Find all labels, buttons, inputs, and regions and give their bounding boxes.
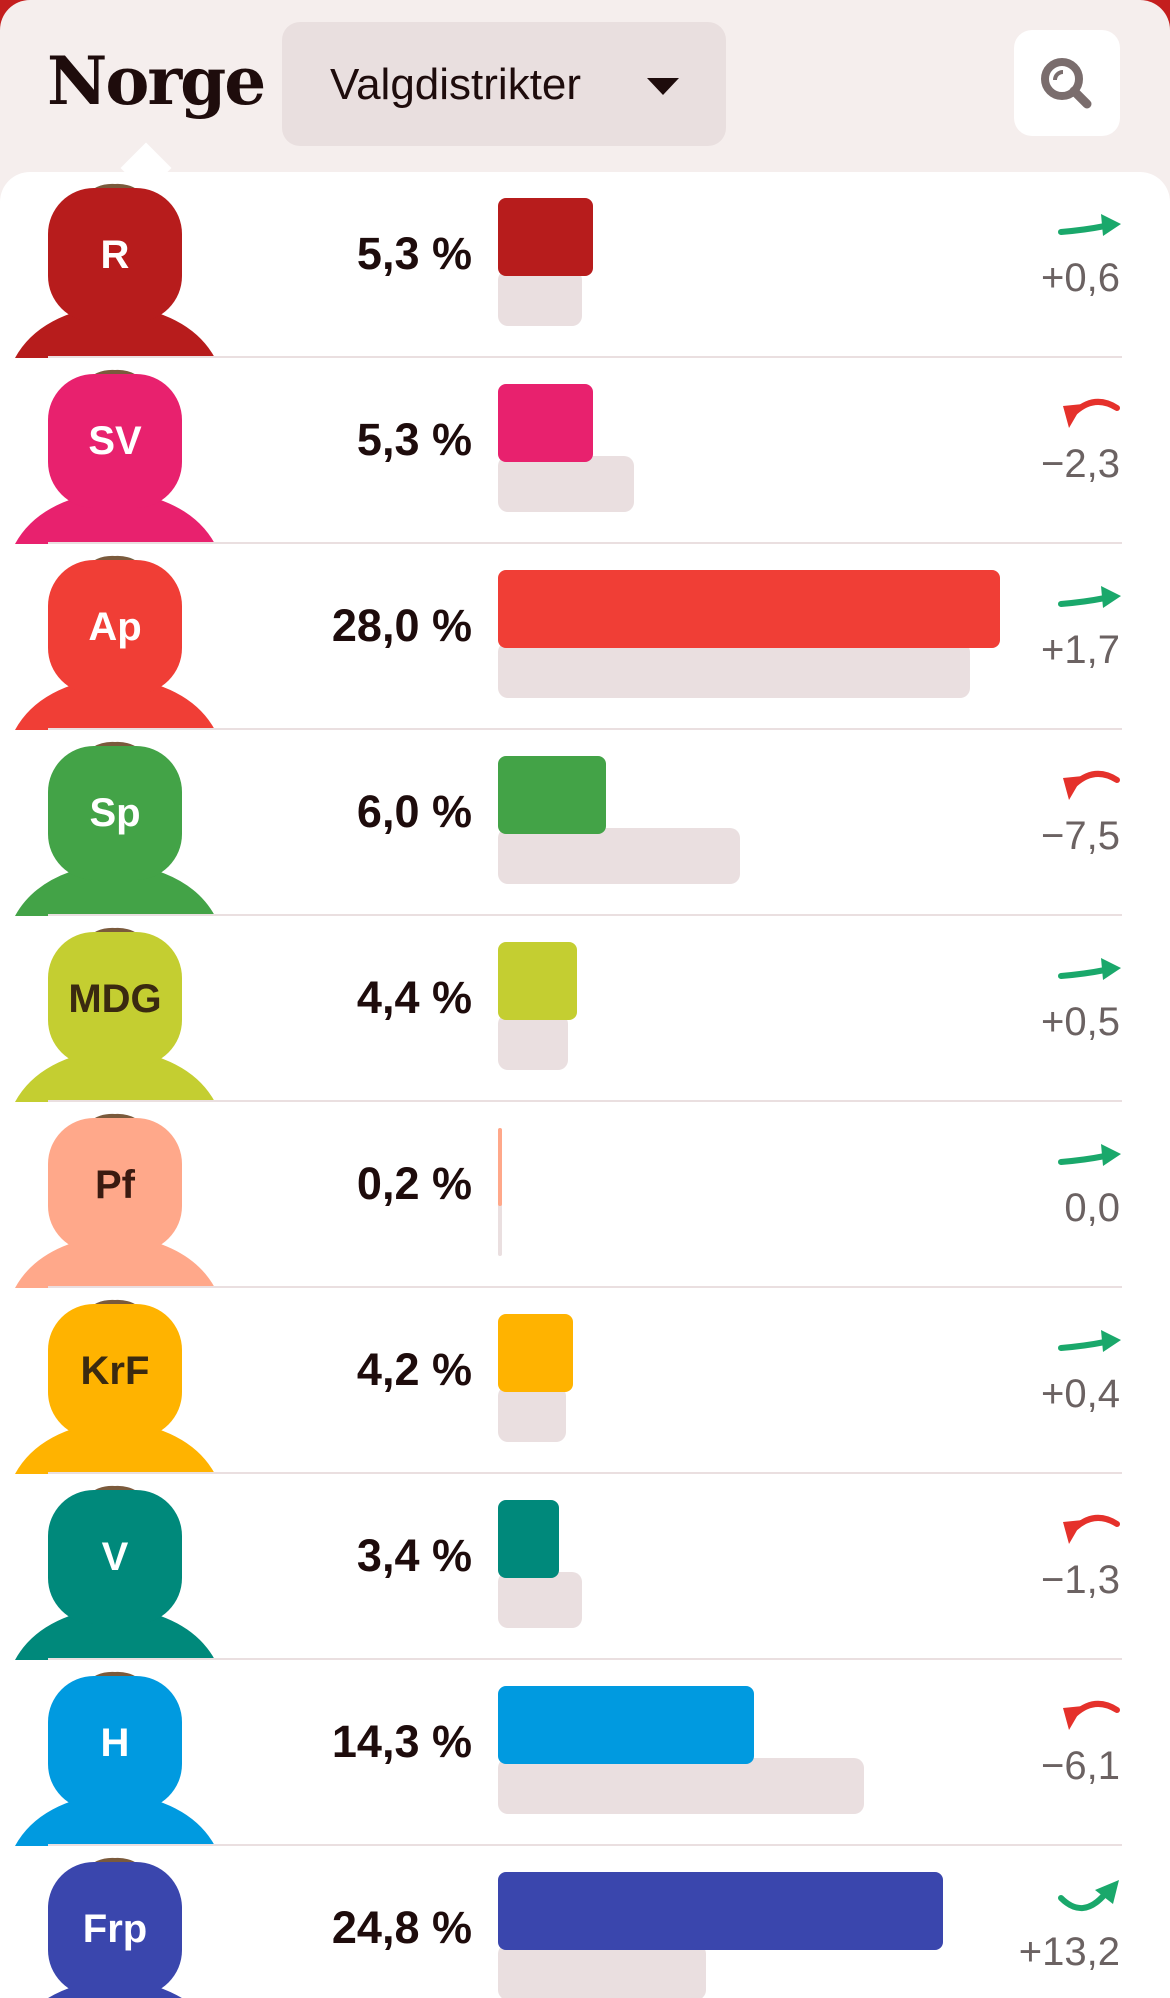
party-badge: Pf (48, 1118, 182, 1252)
previous-result-bar (498, 270, 583, 326)
trend-indicator (1055, 202, 1125, 257)
party-row[interactable]: KrF 4,2 % +0,4 (0, 1288, 1170, 1474)
row-divider (48, 728, 1122, 730)
change-label: +13,2 (1018, 1930, 1120, 1974)
trend-indicator (1055, 946, 1125, 1001)
current-result-bar (498, 942, 577, 1020)
previous-result-bar (498, 456, 635, 512)
row-divider (48, 1286, 1122, 1288)
vote-share-label: 4,2 % (356, 1344, 472, 1395)
change-label: −6,1 (1041, 1744, 1120, 1788)
trend-indicator (1055, 760, 1125, 815)
party-row[interactable]: SV 5,3 % −2,3 (0, 358, 1170, 544)
previous-result-bar (498, 1014, 568, 1070)
arrow-flat-up-icon (1058, 586, 1121, 608)
current-result-bar (498, 756, 606, 834)
party-badge: KrF (48, 1304, 182, 1438)
arrow-flat-up-icon (1058, 1330, 1121, 1352)
party-badge: H (48, 1676, 182, 1810)
change-label: −7,5 (1041, 814, 1120, 858)
vote-share-label: 28,0 % (331, 600, 472, 651)
results-list: R 5,3 % +0,6 SV 5,3 % −2,3 Ap 28,0 % +1,7 Sp 6,0 %… (0, 172, 1170, 1998)
caret-down-icon (647, 78, 679, 95)
party-row[interactable]: R 5,3 % +0,6 (0, 172, 1170, 358)
vote-share-label: 4,4 % (356, 972, 472, 1023)
previous-result-bar (498, 1944, 706, 1998)
party-badge: Sp (48, 746, 182, 880)
party-row[interactable]: V 3,4 % −1,3 (0, 1474, 1170, 1660)
current-result-bar (498, 1872, 943, 1950)
arrow-curve-up-icon (1058, 1880, 1119, 1911)
row-divider (48, 1844, 1122, 1846)
district-dropdown[interactable]: Valgdistrikter (282, 22, 726, 146)
trend-indicator (1055, 1876, 1125, 1931)
vote-share-label: 5,3 % (356, 228, 472, 279)
change-label: +0,4 (1041, 1372, 1120, 1416)
arrow-curve-down-icon (1063, 1515, 1120, 1544)
arrow-curve-down-icon (1063, 771, 1120, 800)
party-row[interactable]: Frp 24,8 % +13,2 (0, 1846, 1170, 1998)
change-label: +0,5 (1041, 1000, 1120, 1044)
party-badge: SV (48, 374, 182, 508)
change-label: +1,7 (1041, 628, 1120, 672)
header: Norge Valgdistrikter (0, 0, 1170, 175)
previous-result-bar (498, 1386, 567, 1442)
previous-result-bar (498, 1758, 864, 1814)
change-label: +0,6 (1041, 256, 1120, 300)
search-button[interactable] (1014, 30, 1120, 136)
trend-indicator (1055, 388, 1125, 443)
current-result-bar (498, 570, 1000, 648)
party-row[interactable]: Pf 0,2 % 0,0 (0, 1102, 1170, 1288)
vote-share-label: 5,3 % (356, 414, 472, 465)
party-badge: Frp (48, 1862, 182, 1996)
row-divider (48, 542, 1122, 544)
trend-indicator (1055, 574, 1125, 629)
change-label: −1,3 (1041, 1558, 1120, 1602)
vote-share-label: 6,0 % (356, 786, 472, 837)
current-result-bar (498, 1500, 559, 1578)
vote-share-label: 14,3 % (331, 1716, 472, 1767)
party-badge: V (48, 1490, 182, 1624)
arrow-curve-down-icon (1063, 399, 1120, 428)
row-divider (48, 356, 1122, 358)
party-row[interactable]: H 14,3 % −6,1 (0, 1660, 1170, 1846)
trend-indicator (1055, 1504, 1125, 1559)
vote-share-label: 3,4 % (356, 1530, 472, 1581)
party-row[interactable]: Sp 6,0 % −7,5 (0, 730, 1170, 916)
trend-indicator (1055, 1318, 1125, 1373)
current-result-bar (498, 1686, 755, 1764)
arrow-flat-up-icon (1058, 958, 1121, 980)
party-row[interactable]: MDG 4,4 % +0,5 (0, 916, 1170, 1102)
previous-result-bar (498, 1572, 583, 1628)
previous-result-bar (498, 642, 970, 698)
current-result-bar (498, 1314, 574, 1392)
arrow-curve-down-icon (1063, 1701, 1120, 1730)
row-divider (48, 1658, 1122, 1660)
page-title: Norge (47, 42, 266, 120)
party-badge: Ap (48, 560, 182, 694)
change-label: −2,3 (1041, 442, 1120, 486)
party-row[interactable]: Ap 28,0 % +1,7 (0, 544, 1170, 730)
row-divider (48, 1472, 1122, 1474)
arrow-flat-up-icon (1058, 214, 1121, 236)
dropdown-label: Valgdistrikter (330, 60, 582, 109)
current-result-bar (498, 198, 594, 276)
party-badge: R (48, 188, 182, 322)
current-result-bar (498, 1128, 502, 1206)
change-label: 0,0 (1064, 1186, 1120, 1230)
current-result-bar (498, 384, 594, 462)
trend-indicator (1055, 1132, 1125, 1187)
vote-share-label: 24,8 % (331, 1902, 472, 1953)
row-divider (48, 1100, 1122, 1102)
previous-result-bar (498, 1200, 502, 1256)
vote-share-label: 0,2 % (356, 1158, 472, 1209)
party-badge: MDG (48, 932, 182, 1066)
arrow-flat-up-icon (1058, 1144, 1121, 1166)
previous-result-bar (498, 828, 741, 884)
search-icon (1041, 58, 1092, 109)
trend-indicator (1055, 1690, 1125, 1745)
row-divider (48, 914, 1122, 916)
